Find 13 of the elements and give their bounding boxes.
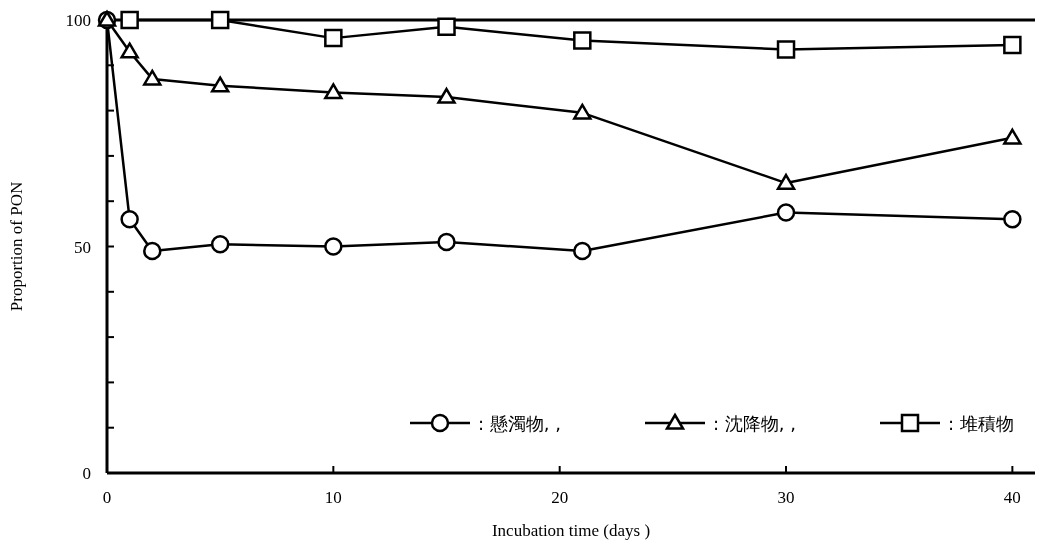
x-tick-label: 20 [551,488,569,507]
x-tick-label: 30 [777,488,795,507]
y-tick-label: 100 [65,11,91,30]
x-tick-label: 10 [324,488,342,507]
y-tick-label: 50 [74,237,91,257]
x-axis-title: Incubation time (days ) [491,521,651,540]
legend-label: : 沈降物, , [713,413,796,434]
y-axis-title: Proportion of PON [7,181,26,312]
y-tick-label: 0 [82,464,91,483]
legend-label: : 懸濁物, , [478,413,561,434]
x-tick-label: 0 [102,488,112,507]
legend-label: : 堆積物 [948,413,1014,434]
x-tick-label: 40 [1003,488,1021,507]
